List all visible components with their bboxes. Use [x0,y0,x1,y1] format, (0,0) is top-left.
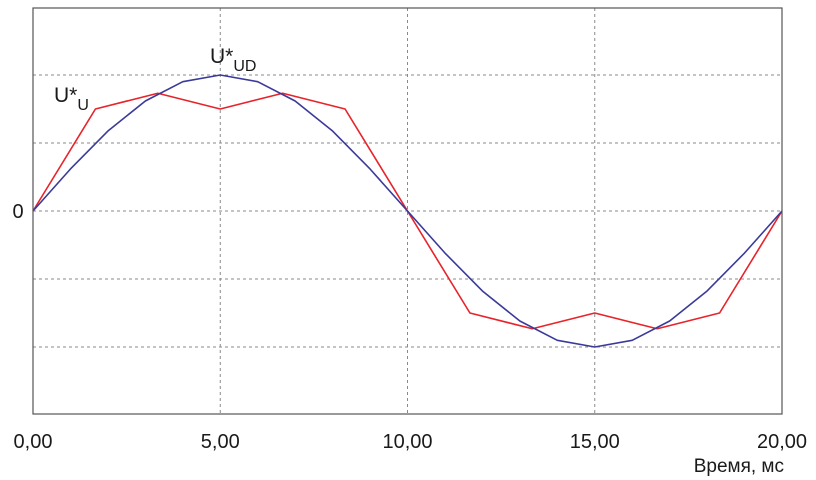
plot-frame [32,7,783,415]
grid-layer [33,8,782,414]
series-line-ud [32,74,783,348]
series-label-u: U*U [54,84,89,114]
y-tick-label: 0 [12,201,23,223]
series-label-layer: U*U U*UD [54,45,256,114]
series-layer [32,74,783,348]
series-label-ud: U*UD [210,45,256,75]
x-tick-label: 20,00 [757,431,807,453]
x-tick-label: 10,00 [382,431,432,453]
tick-layer: 0,00 5,00 10,00 15,00 20,00 0 [12,201,807,453]
x-tick-label: 0,00 [14,431,53,453]
x-tick-label: 5,00 [201,431,240,453]
x-axis-label: Время, мс [694,456,784,477]
x-tick-label: 15,00 [570,431,620,453]
